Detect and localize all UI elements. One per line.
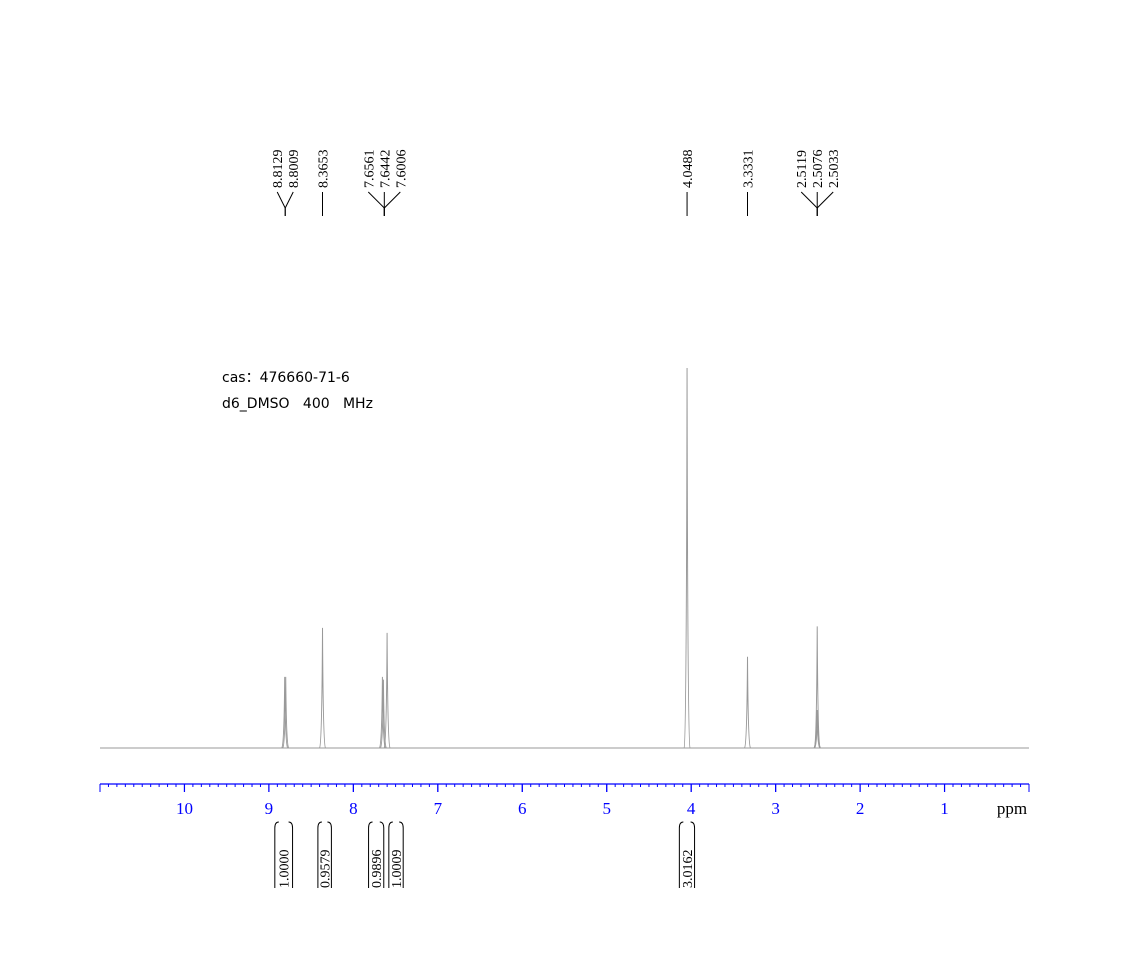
peak-label: 2.5119 <box>795 150 810 188</box>
x-tick-label: 5 <box>602 799 611 818</box>
peak <box>383 632 391 749</box>
peak-label-connector <box>276 191 286 216</box>
integral-label: 3.0162 <box>681 850 696 889</box>
peak-label: 8.3653 <box>317 150 332 189</box>
integral-bracket <box>368 821 385 888</box>
peak <box>378 676 386 749</box>
integral-label: 0.9896 <box>370 850 385 889</box>
peak <box>281 676 289 749</box>
integral-bracket <box>678 821 696 888</box>
x-tick-label: 10 <box>176 799 193 818</box>
peak-label-connector <box>284 191 294 216</box>
peak <box>814 709 822 749</box>
annotation: d6_DMSO 400 MHz <box>222 396 373 412</box>
peak-label-connector <box>816 191 834 216</box>
peak-label: 4.0488 <box>681 150 696 189</box>
peak-label-connector <box>383 191 401 216</box>
peak <box>683 367 691 749</box>
x-tick-label: 4 <box>687 799 696 818</box>
x-tick-label: 9 <box>265 799 274 818</box>
x-tick-label: 1 <box>940 799 949 818</box>
peak <box>319 627 326 749</box>
x-tick-label: 6 <box>518 799 527 818</box>
integral-label: 0.9579 <box>319 850 334 889</box>
integral-bracket <box>274 821 294 888</box>
x-axis-label: ppm <box>997 799 1027 818</box>
peak-label: 8.8129 <box>271 150 286 189</box>
x-tick-label: 8 <box>349 799 358 818</box>
peak-label: 7.6442 <box>378 150 393 189</box>
annotation: cas：476660-71-6 <box>222 370 350 386</box>
x-tick-label: 2 <box>856 799 865 818</box>
integral-bracket <box>388 821 404 888</box>
integral-label: 1.0000 <box>278 850 293 889</box>
peak <box>282 676 290 749</box>
peak-label-connector <box>367 191 385 216</box>
integral-label: 1.0009 <box>390 850 405 889</box>
peak-label: 3.3331 <box>742 150 757 189</box>
peak-label: 2.5076 <box>811 150 826 189</box>
peak-label: 7.6006 <box>394 150 409 189</box>
x-tick-label: 7 <box>434 799 443 818</box>
peak-label-connector <box>800 191 818 216</box>
peak-label: 8.8009 <box>287 150 302 189</box>
peak-label: 7.6561 <box>362 150 377 189</box>
peak <box>744 656 751 749</box>
x-tick-label: 3 <box>771 799 780 818</box>
peak-label: 2.5033 <box>827 150 842 189</box>
integral-bracket <box>317 821 332 888</box>
